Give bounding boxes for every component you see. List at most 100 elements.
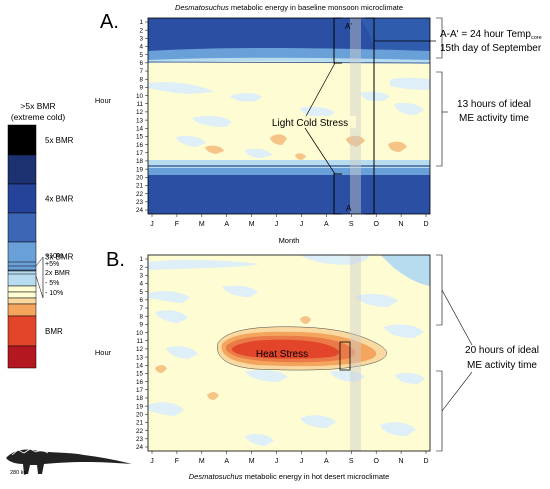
hour-tick-label: 22 xyxy=(136,191,144,198)
month-tick-label: M xyxy=(199,458,205,465)
hour-tick-label: 11 xyxy=(136,101,143,108)
month-tick-label: A xyxy=(224,221,229,228)
month-tick-label: O xyxy=(373,221,379,228)
legend-sub-2xbmr: 2x BMR xyxy=(45,270,70,277)
hour-tick-label: 22 xyxy=(136,428,144,435)
hour-tick-label: 12 xyxy=(136,346,144,353)
hour-tick-label: 23 xyxy=(136,199,144,206)
hour-tick-label: 4 xyxy=(139,44,143,51)
temp-core-main: A-A' = 24 hour Temp xyxy=(440,29,531,40)
legend-swatch xyxy=(7,270,37,287)
hour-tick-label: 24 xyxy=(136,444,144,451)
legend-title-line1: >5x BMR xyxy=(20,101,55,111)
legend-swatch xyxy=(7,183,37,214)
month-tick-label: M xyxy=(249,458,255,465)
temp-core-sub: core xyxy=(531,35,542,41)
month-tick-label: N xyxy=(399,221,404,228)
hour-tick-label: 12 xyxy=(136,109,144,116)
month-tick-label: J xyxy=(300,221,304,228)
legend-swatch xyxy=(7,212,37,243)
month-tick-label: A xyxy=(324,458,329,465)
hour-tick-label: 15 xyxy=(136,371,144,378)
hour-tick-label: 17 xyxy=(136,150,144,157)
hour-tick-label: 20 xyxy=(136,175,144,182)
month-tick-label: F xyxy=(175,221,179,228)
hour-tick-label: 19 xyxy=(136,166,144,173)
panel-a-title-rest: metabolic energy in baseline monsoon mic… xyxy=(229,3,403,12)
hour-tick-label: 2 xyxy=(139,27,143,34)
hour-tick-label: 11 xyxy=(136,338,143,345)
legend-subscale: +10% +5% 2x BMR - 5% - 10% xyxy=(8,253,70,299)
month-tick-label: S xyxy=(349,221,354,228)
panel-a-annotations: A' A Light Cold Stress A-A' = 24 hour Te… xyxy=(266,17,542,215)
hour-tick-label: 4 xyxy=(139,281,143,288)
hour-tick-label: 17 xyxy=(136,387,144,394)
hour-tick-label: 1 xyxy=(139,19,143,26)
hour-tick-label: 9 xyxy=(139,85,143,92)
september-day-annotation: 15th day of September xyxy=(440,43,542,54)
light-cold-stress-label: Light Cold Stress xyxy=(272,118,348,129)
hour-tick-label: 8 xyxy=(139,76,143,83)
panel-b-title-rest: metabolic energy in hot desert microclim… xyxy=(243,472,390,481)
legend: >5x BMR (extreme cold) 5x BMR 4x BMR 3x BM… xyxy=(6,101,132,476)
hour-tick-label: 5 xyxy=(139,289,143,296)
hour-tick-label: 9 xyxy=(139,322,143,329)
hour-tick-label: 21 xyxy=(136,420,144,427)
marker-a-prime: A' xyxy=(345,22,352,31)
legend-label: 3x BMR xyxy=(45,253,74,262)
ideal-activity-b-line2: ME activity time xyxy=(467,360,537,371)
hour-tick-label: 10 xyxy=(136,93,144,100)
hour-tick-label: 18 xyxy=(136,158,144,165)
hour-tick-label: 19 xyxy=(136,403,144,410)
panel-b: B. xyxy=(95,249,539,481)
legend-swatch xyxy=(7,303,37,317)
panel-b-ylabel: Hour xyxy=(95,348,112,357)
legend-sub-plus5: +5% xyxy=(45,261,59,268)
hour-tick-label: 10 xyxy=(136,330,144,337)
month-tick-label: D xyxy=(423,458,428,465)
legend-label: 4x BMR xyxy=(45,195,74,204)
legend-sub-plus10: +10% xyxy=(45,253,63,260)
legend-swatch xyxy=(7,124,37,156)
month-tick-label: A xyxy=(224,458,229,465)
panel-b-title-taxon: Desmatosuchus xyxy=(189,472,243,481)
hour-tick-label: 14 xyxy=(136,362,144,369)
panel-a-ylabel: Hour xyxy=(95,96,112,105)
month-tick-label: S xyxy=(349,458,354,465)
month-tick-label: J xyxy=(275,458,279,465)
month-tick-label: F xyxy=(175,458,179,465)
heat-stress-label: Heat Stress xyxy=(256,349,308,360)
specimen-mass-label: 280 kg xyxy=(10,470,27,476)
hour-tick-label: 16 xyxy=(136,379,144,386)
hour-tick-label: 6 xyxy=(139,60,143,67)
hour-tick-label: 15 xyxy=(136,134,144,141)
hour-tick-label: 7 xyxy=(139,305,143,312)
legend-swatch xyxy=(7,241,37,272)
hour-tick-label: 14 xyxy=(136,125,144,132)
ideal-activity-b-line1: 20 hours of ideal xyxy=(465,345,539,356)
hour-tick-label: 13 xyxy=(136,354,144,361)
hour-tick-label: 8 xyxy=(139,313,143,320)
month-tick-label: J xyxy=(275,221,279,228)
legend-swatch xyxy=(7,154,37,185)
legend-swatch xyxy=(7,345,37,369)
legend-sub-minus10: - 10% xyxy=(45,290,63,297)
panel-b-annotations: Heat Stress 20 hours of ideal ME activit… xyxy=(256,254,539,452)
hour-tick-label: 18 xyxy=(136,395,144,402)
legend-label: BMR xyxy=(45,327,63,336)
panel-b-label: B. xyxy=(106,249,125,271)
hour-tick-label: 13 xyxy=(136,117,144,124)
legend-label: 5x BMR xyxy=(45,136,74,145)
panel-a-title-taxon: Desmatosuchus xyxy=(175,3,229,12)
legend-swatch xyxy=(7,291,37,299)
hour-tick-label: 3 xyxy=(139,273,143,280)
legend-swatch xyxy=(7,285,37,293)
month-tick-label: D xyxy=(423,221,428,228)
panel-a-label: A. xyxy=(100,11,119,33)
month-tick-label: N xyxy=(399,458,404,465)
hour-tick-label: 1 xyxy=(139,256,143,263)
ideal-activity-a-line1: 13 hours of ideal xyxy=(457,99,531,110)
